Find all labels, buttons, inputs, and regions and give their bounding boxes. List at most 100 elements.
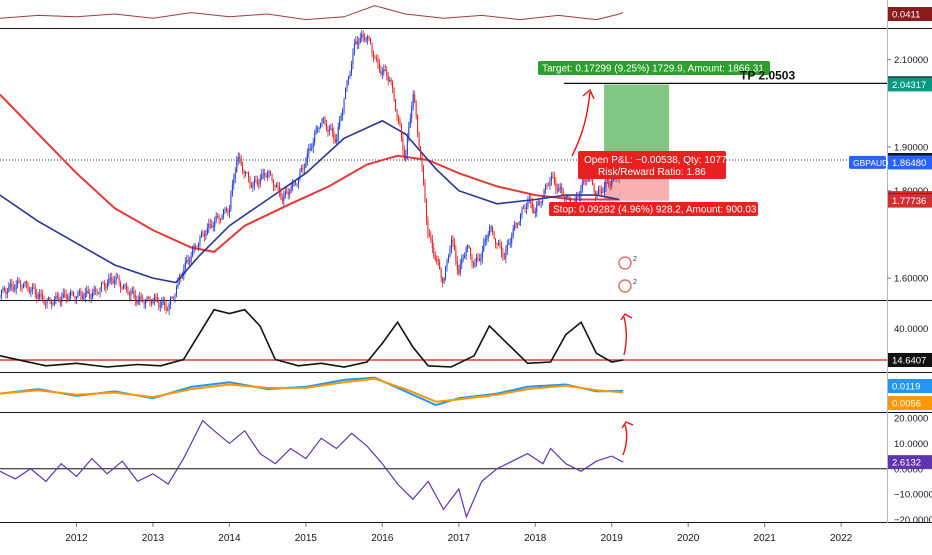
candle-body <box>408 126 410 139</box>
candle-body <box>9 284 11 287</box>
candle-body <box>53 299 55 304</box>
candle-body <box>280 192 282 199</box>
candle-body <box>167 310 169 311</box>
price-badge-bg <box>888 193 932 208</box>
candle-body <box>583 179 585 184</box>
candle-body <box>350 64 352 74</box>
candle-body <box>155 297 157 299</box>
candle-body <box>142 298 144 303</box>
candle-body <box>536 204 538 212</box>
price-badge-bg <box>888 77 932 92</box>
candle-body <box>339 119 341 127</box>
candle-body <box>549 180 551 186</box>
candle-body <box>345 87 347 100</box>
price-badge-label: 1.86480 <box>892 158 926 169</box>
candle-body <box>261 174 263 180</box>
candle-body <box>40 294 42 295</box>
candle-body <box>259 179 261 185</box>
candle-body <box>458 269 460 274</box>
candle-body <box>117 277 119 278</box>
candle-body <box>286 191 288 193</box>
candle-body <box>189 261 191 263</box>
candle-body <box>505 250 507 259</box>
candle-body <box>133 291 135 296</box>
candle-body <box>312 142 314 149</box>
candle-body <box>315 128 317 134</box>
candle-body <box>86 290 88 293</box>
candle-body <box>100 283 102 288</box>
candle-body <box>465 247 467 256</box>
candle-body <box>159 306 161 307</box>
candle-body <box>205 234 207 237</box>
candle-body <box>227 211 229 213</box>
candle-body <box>190 255 192 262</box>
candle-body <box>211 224 213 228</box>
candle-body <box>128 294 130 296</box>
candle-body <box>149 296 151 301</box>
candle-body <box>421 155 423 167</box>
candle-body <box>461 258 463 265</box>
candle-body <box>405 154 407 159</box>
candle-body <box>52 303 54 305</box>
candle-body <box>168 304 170 311</box>
candle-body <box>597 189 600 194</box>
x-tick-label: 2019 <box>601 533 624 544</box>
candle-body <box>375 58 377 60</box>
osc1-badge: 14.6407 <box>888 352 932 367</box>
candle-body <box>55 295 57 300</box>
candle-body <box>145 300 147 305</box>
candle-body <box>299 170 301 178</box>
candle-body <box>158 302 160 307</box>
candle-body <box>217 216 219 217</box>
candle-body <box>105 286 107 288</box>
candle-body <box>436 259 438 261</box>
candle-body <box>120 282 122 288</box>
candle-body <box>400 126 402 138</box>
long-position-tool[interactable] <box>604 84 670 201</box>
candle-body <box>228 208 230 213</box>
candle-body <box>136 300 138 304</box>
x-tick-label: 2012 <box>65 533 88 544</box>
candle-body <box>278 186 280 193</box>
candle-body <box>234 172 236 179</box>
candle-body <box>277 185 279 187</box>
annotations-layer: 22 <box>571 88 637 456</box>
candle-body <box>81 295 83 299</box>
candle-body <box>178 277 180 280</box>
candle-body <box>99 287 101 293</box>
candle-body <box>295 181 297 185</box>
candle-body <box>371 43 373 53</box>
x-tick-label: 2020 <box>677 533 700 544</box>
candle-body <box>518 221 520 225</box>
osc2-badge-signal-bg <box>888 396 932 410</box>
candle-body <box>474 261 476 266</box>
top-indicator-badge-bg <box>888 7 932 21</box>
candle-body <box>333 132 335 139</box>
hand-drawn-arrow <box>621 421 634 456</box>
candle-body <box>522 207 525 209</box>
candle-body <box>203 234 205 237</box>
target-label: Target: 0.17299 (9.25%) 1729.9, Amount: … <box>538 61 770 75</box>
candle-body <box>396 110 398 117</box>
candle-body <box>134 295 136 301</box>
candle-body <box>56 295 58 298</box>
candle-body <box>59 301 61 303</box>
candle-body <box>242 164 244 172</box>
pnl-label-bg <box>578 151 726 179</box>
candle-body <box>511 236 513 243</box>
candle-body <box>64 293 66 295</box>
candle-body <box>552 176 554 178</box>
candle-body <box>490 226 492 228</box>
candle-body <box>418 132 420 147</box>
candle-body <box>271 173 273 181</box>
candle-body <box>440 269 442 279</box>
ratio-text: Risk/Reward Ratio: 1.86 <box>598 167 706 178</box>
top-indicator-line <box>0 5 624 21</box>
candle-body <box>89 293 91 298</box>
candle-body <box>306 153 308 162</box>
candle-body <box>496 244 498 245</box>
candle-body <box>45 304 47 305</box>
candle-body <box>380 70 382 74</box>
candle-body <box>605 182 607 187</box>
